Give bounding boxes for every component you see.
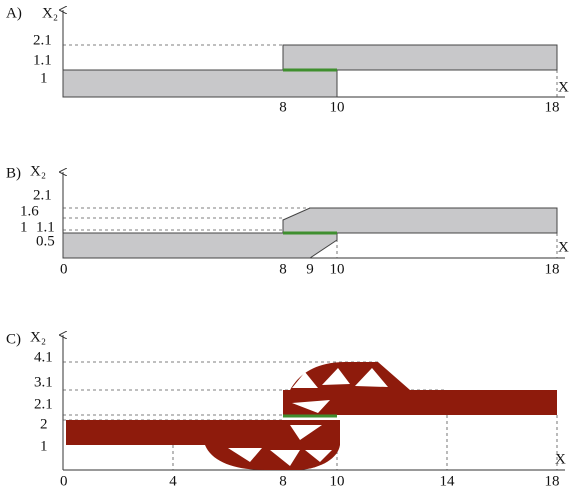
x-tick-label: 18 [545, 473, 560, 489]
y-axis-label: X₂ [42, 5, 58, 21]
x-tick-label: 18 [545, 261, 560, 277]
y-axis-label: X₂ [30, 329, 46, 345]
y-tick-label: 1.1 [33, 52, 52, 68]
y-tick-label: 1 [40, 70, 48, 86]
x-tick-label: 9 [306, 261, 314, 277]
y-tick-label: 2.1 [34, 396, 53, 412]
panel-b: B) X₂ X 2.1 1.6 1 1.1 0.5 0 8 9 10 18 [6, 163, 569, 277]
x-tick-label: 8 [279, 473, 287, 489]
y-tick-label: 4.1 [34, 349, 53, 365]
y-tick-label: 2.1 [33, 32, 52, 48]
upper-part [283, 208, 557, 233]
y-tick-label: 0 [60, 473, 68, 489]
x-axis-label: X [558, 79, 569, 95]
lower-part [63, 70, 337, 97]
x-tick-label: 8 [279, 261, 287, 277]
x-tick-label: 10 [330, 99, 345, 115]
x-axis-label: X [558, 239, 569, 255]
x-tick-label: 14 [440, 473, 456, 489]
x-tick-label: 4 [169, 473, 177, 489]
x-tick-label: 10 [330, 473, 345, 489]
y-axis-label: X₂ [30, 163, 46, 179]
panel-label: C) [6, 331, 21, 347]
y-tick-label: 2.1 [33, 187, 52, 203]
y-tick-label: 1 [20, 219, 28, 235]
x-tick-label: 18 [545, 99, 560, 115]
panel-c: C) X₂ X 4.1 3.1 2.1 2 1 0 4 8 10 14 18 [6, 329, 566, 489]
panel-label: B) [6, 165, 21, 181]
y-tick-label: 1 [40, 438, 48, 454]
y-tick-label: 1.6 [20, 203, 39, 219]
panel-a: A) X₂ X 2.1 1.1 1 8 10 18 [6, 5, 569, 115]
y-tick-label: 3.1 [34, 374, 53, 390]
y-tick-label: 2 [40, 416, 48, 432]
panel-label: A) [6, 5, 22, 21]
x-tick-label: 8 [279, 99, 287, 115]
x-tick-label: 10 [330, 261, 345, 277]
upper-part [283, 45, 557, 70]
lower-part [63, 233, 337, 258]
y-tick-label: 0.5 [36, 233, 55, 249]
figure: A) X₂ X 2.1 1.1 1 8 10 18 B) X₂ X 2.1 1.… [0, 0, 569, 495]
y-tick-label: 0 [60, 261, 68, 277]
